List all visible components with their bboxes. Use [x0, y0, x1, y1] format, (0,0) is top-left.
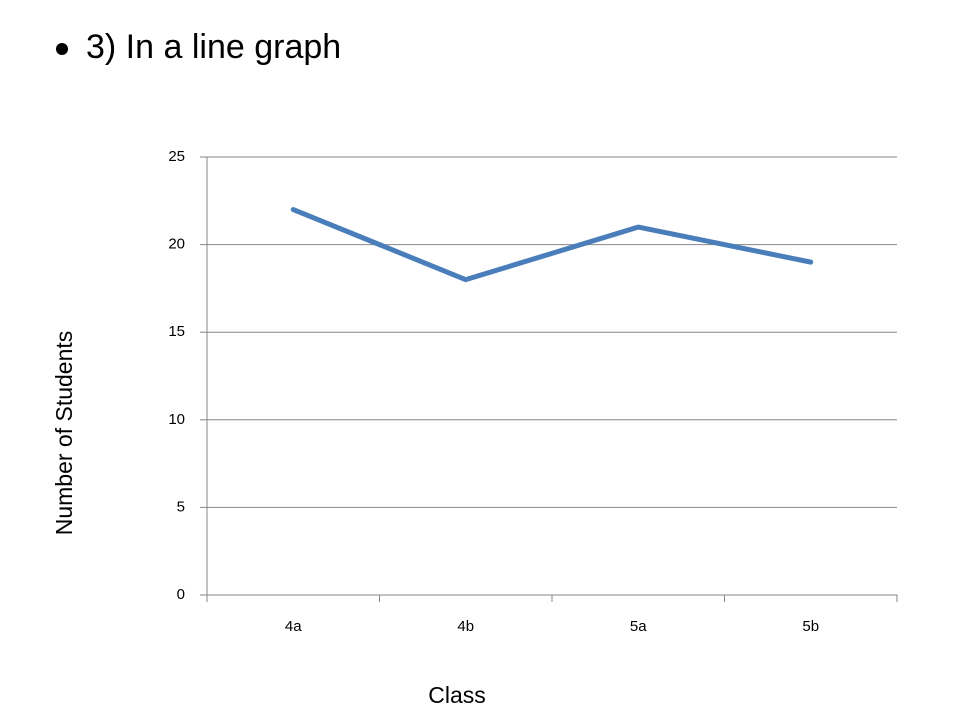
y-tick-label: 5 [177, 498, 185, 515]
x-axis-title: Class [428, 682, 486, 708]
data-line [290, 207, 814, 283]
slide-title: 3) In a line graph [86, 28, 341, 66]
y-tick-label: 10 [168, 411, 185, 428]
y-tick-label: 25 [168, 148, 185, 165]
y-tick-label: 0 [177, 586, 185, 603]
x-tick-label: 5b [802, 618, 819, 635]
y-tick-label: 15 [168, 323, 185, 340]
y-axis-title: Number of Students [51, 331, 77, 536]
bullet-dot [56, 43, 68, 55]
x-tick-label: 4b [457, 618, 474, 635]
y-tick-label: 20 [168, 236, 185, 253]
x-tick-label: 5a [630, 618, 647, 635]
x-tick-label: 4a [285, 618, 302, 635]
